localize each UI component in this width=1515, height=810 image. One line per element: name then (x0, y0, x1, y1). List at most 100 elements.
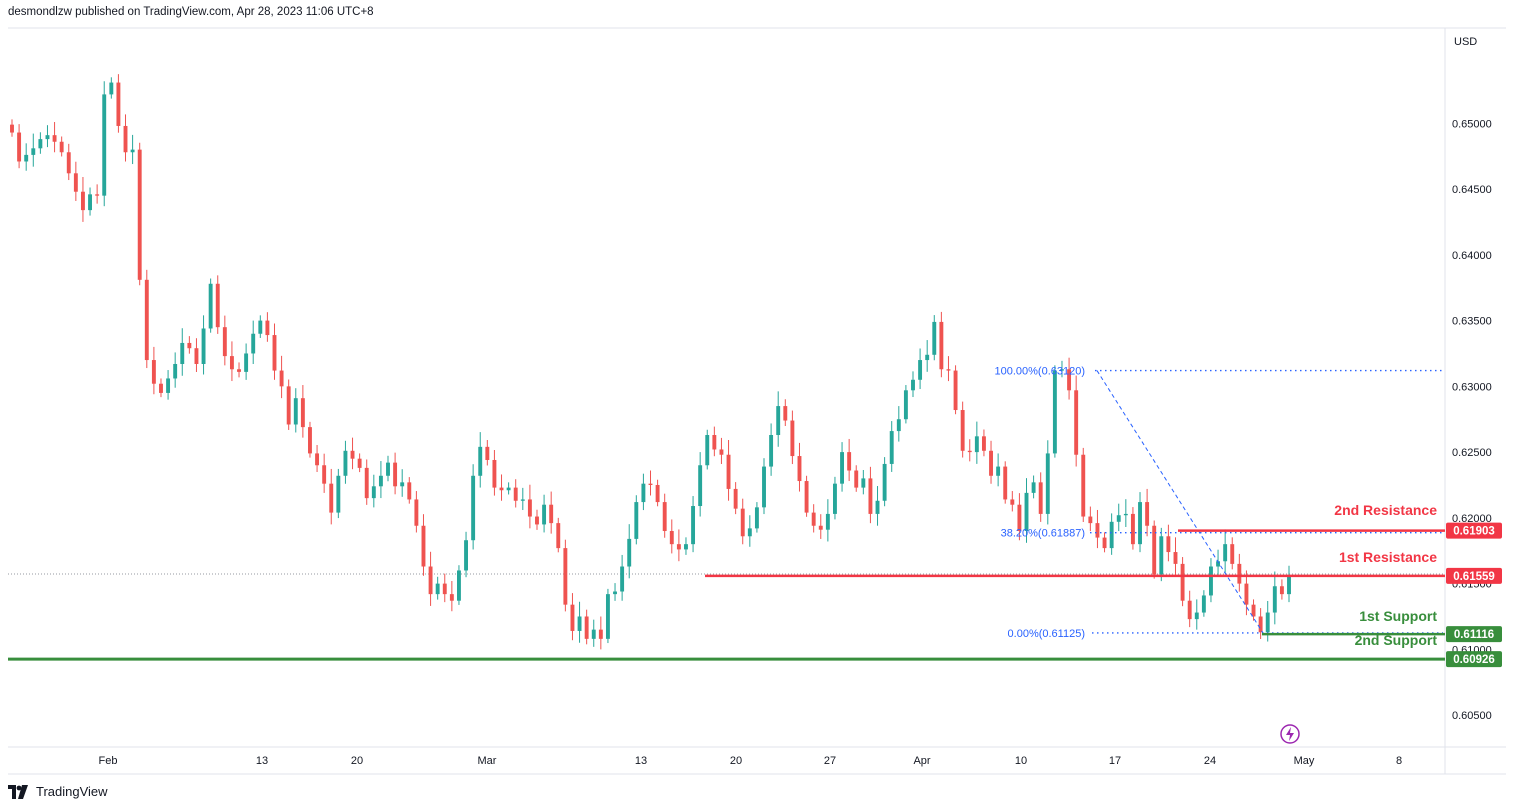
attribution-text: desmondlzw published on TradingView.com,… (8, 6, 374, 18)
candle-body (478, 446, 483, 476)
candle-body (542, 504, 547, 525)
candle-body (1109, 521, 1114, 549)
candle-body (357, 458, 362, 468)
candle-body (300, 398, 305, 428)
level-label: 1st Support (1359, 608, 1437, 624)
candle-body (88, 194, 92, 211)
candle-body (903, 390, 908, 420)
candle-body (258, 320, 263, 334)
candle-body (754, 507, 759, 529)
candle-body (1052, 370, 1057, 454)
candle-body (726, 454, 731, 489)
candle-body (265, 320, 270, 336)
tradingview-logo-icon (8, 784, 28, 799)
candle-body (414, 499, 419, 526)
candle-body (655, 484, 660, 503)
candle-body (896, 419, 901, 432)
candle-body (1244, 583, 1249, 605)
candle-body (989, 450, 993, 476)
candle-body (286, 386, 291, 425)
candle-body (1017, 504, 1022, 532)
x-tick-label: Feb (99, 755, 118, 767)
candle-body (634, 502, 639, 539)
candle-body (1095, 523, 1100, 538)
candle-body (790, 420, 795, 457)
tradingview-brand[interactable]: TradingView (8, 784, 108, 799)
candle-body (130, 149, 135, 153)
y-tick-label: 0.60500 (1452, 710, 1492, 722)
candle-body (1045, 453, 1050, 514)
candle-body (464, 540, 468, 571)
y-tick-label: 0.64000 (1452, 250, 1492, 262)
support-resistance-lines[interactable]: 2nd Resistance 0.61903 1st Resistance 0.615… (8, 502, 1502, 668)
candle-body (698, 465, 703, 507)
candle-body (435, 583, 440, 595)
candle-body (1223, 544, 1228, 562)
candle-body (24, 154, 29, 162)
candle-body (322, 465, 327, 484)
candlesticks (10, 74, 1291, 650)
candle-body (627, 538, 632, 567)
candle-body (1067, 369, 1072, 391)
candle-body (882, 463, 887, 501)
fib-trend-line (1096, 370, 1264, 634)
candle-body (1123, 513, 1128, 516)
candle-body (769, 435, 774, 467)
candle-body (911, 379, 915, 391)
x-tick-label: 20 (730, 755, 742, 767)
candle-body (868, 478, 873, 514)
candle-body (222, 327, 227, 357)
candle-body (811, 512, 816, 526)
candle-body (1010, 499, 1015, 505)
price-badge-text: 0.61903 (1453, 526, 1495, 538)
candle-body (1216, 561, 1221, 567)
candle-body (1187, 600, 1192, 620)
candle-body (229, 356, 234, 370)
candle-body (279, 370, 284, 387)
candle-body (648, 483, 653, 485)
x-tick-label: 27 (824, 755, 836, 767)
candle-body (251, 333, 256, 354)
candle-body (1081, 454, 1086, 517)
candle-body (605, 594, 610, 639)
price-badge-text: 0.61116 (1454, 629, 1494, 641)
candle-body (818, 525, 823, 530)
candle-body (350, 450, 355, 459)
candle-body (1272, 586, 1277, 613)
candle-body (733, 488, 738, 509)
candle-body (428, 566, 433, 595)
candle-body (364, 467, 369, 499)
candle-body (1152, 525, 1157, 575)
candle-body (151, 360, 156, 384)
candle-body (712, 435, 717, 450)
candle-body (378, 475, 383, 487)
candle-body (180, 342, 185, 364)
candle-body (584, 616, 589, 639)
x-tick-label: 8 (1396, 755, 1402, 767)
candle-body (669, 531, 674, 545)
candle-body (804, 481, 809, 513)
candle-body (598, 629, 603, 639)
candle-body (123, 125, 128, 153)
lightning-icon[interactable] (1280, 724, 1300, 744)
candle-body (563, 548, 568, 605)
candle-body (676, 544, 681, 550)
candle-body (201, 328, 206, 364)
candle-body (343, 450, 348, 476)
price-badge (1446, 626, 1502, 643)
candle-body (187, 342, 192, 349)
candle-body (95, 194, 100, 196)
price-badge (1446, 567, 1502, 584)
candle-body (208, 283, 213, 329)
candle-body (1237, 563, 1242, 584)
y-axis-ticks: 0.65000 0.64500 0.64000 0.63500 0.63000 0.625… (1452, 118, 1492, 722)
candle-body (1201, 595, 1206, 613)
candle-body (620, 566, 625, 592)
candle-body (244, 353, 249, 372)
candle-body (925, 354, 930, 361)
candle-body (456, 570, 461, 601)
candle-body (166, 378, 171, 393)
x-tick-label: Apr (913, 755, 930, 767)
candle-body (513, 487, 518, 501)
